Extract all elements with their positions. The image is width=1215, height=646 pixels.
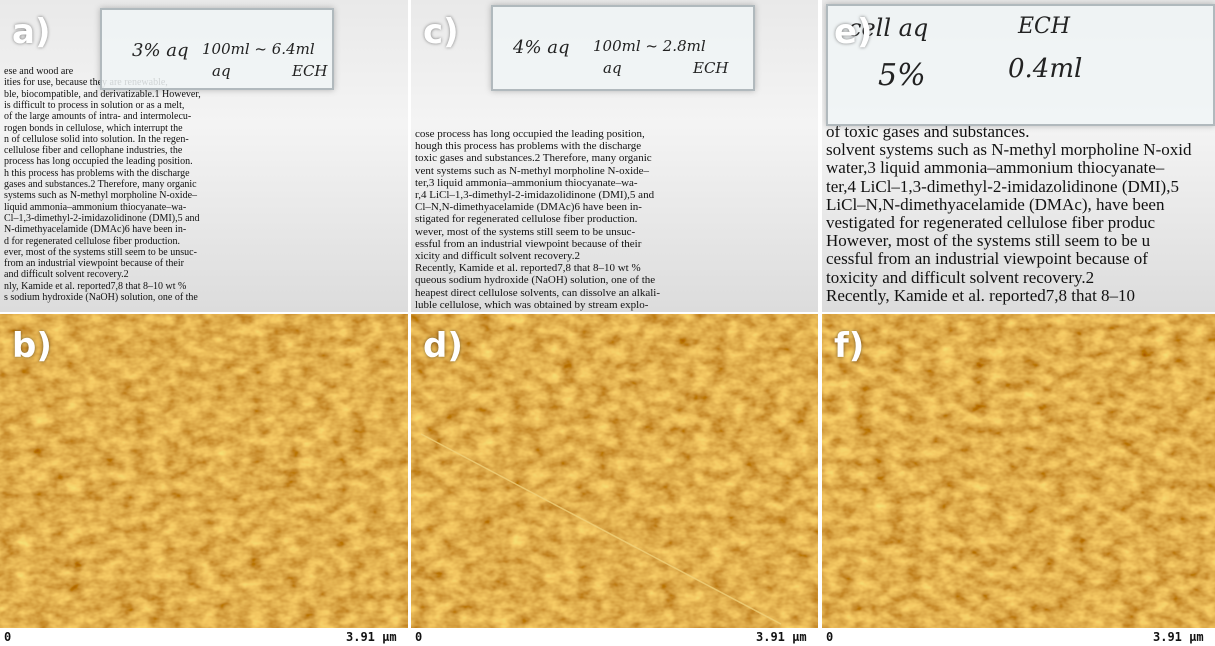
printed-text-line: liquid ammonia–ammonium thiocyanate–wa- bbox=[4, 202, 186, 213]
afm-panel: f) bbox=[822, 314, 1215, 628]
handwritten-note: aq bbox=[212, 62, 231, 80]
printed-text-line: Recently, Kamide et al. reported7,8 that… bbox=[415, 262, 641, 274]
scale-start: 0 bbox=[826, 630, 833, 644]
printed-text-line: of the large amounts of intra- and inter… bbox=[4, 111, 191, 122]
afm-panel: b) bbox=[0, 314, 408, 628]
printed-text-line: systems such as N-methyl morpholine N-ox… bbox=[4, 190, 197, 201]
printed-text-line: from an industrial viewpoint because of … bbox=[4, 258, 184, 269]
printed-text-line: queous sodium hydroxide (NaOH) solution,… bbox=[415, 274, 655, 286]
printed-text-line: However, most of the systems still seem … bbox=[826, 231, 1150, 251]
afm-image bbox=[0, 314, 408, 628]
scale-start: 0 bbox=[415, 630, 422, 644]
printed-text-line: is difficult to process in solution or a… bbox=[4, 100, 184, 111]
printed-text-line: nly, Kamide et al. reported7,8 that 8–10… bbox=[4, 281, 186, 292]
scale-end: 3.91 μm bbox=[756, 630, 807, 644]
printed-text-line: ese and wood are bbox=[4, 66, 73, 77]
panel-label: f) bbox=[834, 326, 864, 366]
afm-panel: d) bbox=[411, 314, 818, 628]
printed-text-line: xicity and difficult solvent recovery.2 bbox=[415, 250, 580, 262]
printed-text-line: luble cellulose, which was obtained by s… bbox=[415, 299, 648, 311]
handwritten-note: 3% aq bbox=[132, 40, 189, 61]
printed-text-line: cellulose fiber and cellophane industrie… bbox=[4, 145, 182, 156]
printed-text-line: s sodium hydroxide (NaOH) solution, one … bbox=[4, 292, 198, 303]
panel-label: b) bbox=[12, 326, 52, 366]
scale-end: 3.91 μm bbox=[346, 630, 397, 644]
handwritten-note: 100ml ~ 2.8ml bbox=[593, 37, 706, 55]
printed-text-line: d for regenerated cellulose fiber produc… bbox=[4, 236, 180, 247]
printed-text-line: toxicity and difficult solvent recovery.… bbox=[826, 268, 1094, 288]
panel-label: d) bbox=[423, 326, 463, 366]
panel-label: a) bbox=[12, 12, 50, 52]
handwritten-note: 5% bbox=[878, 58, 926, 93]
printed-text-line: vestigated for regenerated cellulose fib… bbox=[826, 213, 1155, 233]
printed-text-line: LiCl–N,N-dimethyacelamide (DMAc), have b… bbox=[826, 195, 1164, 215]
printed-text-line: cessful from an industrial viewpoint bec… bbox=[826, 249, 1148, 269]
photo-panel: cose process has long occupied the leadi… bbox=[411, 0, 818, 312]
printed-text-line: n of cellulose solid into solution. In t… bbox=[4, 134, 189, 145]
scale-start: 0 bbox=[4, 630, 11, 644]
handwritten-note: ECH bbox=[292, 62, 328, 80]
printed-text-line: toxic gases and substances.2 Therefore, … bbox=[415, 152, 652, 164]
photo-panel: of toxic gases and substances.solvent sy… bbox=[822, 0, 1215, 312]
printed-text-line: ter,3 liquid ammonia–ammonium thiocyanat… bbox=[415, 177, 638, 189]
scale-end: 3.91 μm bbox=[1153, 630, 1204, 644]
printed-text-line: water,3 liquid ammonia–ammonium thiocyan… bbox=[826, 158, 1164, 178]
printed-text-line: hough this process has problems with the… bbox=[415, 140, 641, 152]
printed-text-line: solvent systems such as N-methyl morphol… bbox=[826, 140, 1191, 160]
printed-text-line: ever, most of the systems still seem to … bbox=[4, 247, 197, 258]
printed-text-line: wever, most of the systems still seem to… bbox=[415, 226, 635, 238]
printed-text-line: r,4 LiCl–1,3-dimethyl-2-imidazolidinone … bbox=[415, 189, 654, 201]
printed-text-line: ble, biocompatible, and derivatizable.1 … bbox=[4, 89, 201, 100]
printed-text-line: Recently, Kamide et al. reported7,8 that… bbox=[826, 286, 1135, 306]
printed-text-line: Cl–N,N-dimethyacelamide (DMAc)6 have bee… bbox=[415, 201, 642, 213]
handwritten-note: 0.4ml bbox=[1008, 54, 1082, 84]
printed-text-line: vent systems such as N-methyl morpholine… bbox=[415, 165, 649, 177]
printed-text-line: rogen bonds in cellulose, which interrup… bbox=[4, 123, 183, 134]
handwritten-note: 100ml ~ 6.4ml bbox=[202, 40, 315, 58]
handwritten-note: ECH bbox=[1018, 14, 1070, 39]
printed-text-line: cose process has long occupied the leadi… bbox=[415, 128, 645, 140]
printed-text-line: essful from an industrial viewpoint beca… bbox=[415, 238, 641, 250]
glass-slide: 3% aq 100ml ~ 6.4ml aq ECH bbox=[100, 8, 334, 90]
handwritten-note: 4% aq bbox=[513, 37, 570, 58]
handwritten-note: aq bbox=[603, 59, 622, 77]
afm-image bbox=[822, 314, 1215, 628]
printed-text-line: stigated for regenerated cellulose fiber… bbox=[415, 213, 637, 225]
panel-label: e) bbox=[834, 12, 873, 52]
glass-slide: 4% aq 100ml ~ 2.8ml aq ECH bbox=[491, 5, 755, 91]
figure: {"panels":[ {"label":"a)","note":["3% aq… bbox=[0, 0, 1215, 646]
printed-text-line: h this process has problems with the dis… bbox=[4, 168, 190, 179]
printed-text-line: process has long occupied the leading po… bbox=[4, 156, 193, 167]
printed-text-line: and difficult solvent recovery.2 bbox=[4, 269, 129, 280]
handwritten-note: ECH bbox=[693, 59, 729, 77]
printed-text-line: heapest direct cellulose solvents, can d… bbox=[415, 287, 660, 299]
printed-text-line: ter,4 LiCl–1,3-dimethyl-2-imidazolidinon… bbox=[826, 177, 1179, 197]
printed-text-line: Cl–1,3-dimethyl-2-imidazolidinone (DMI),… bbox=[4, 213, 200, 224]
afm-image bbox=[411, 314, 818, 628]
panel-label: c) bbox=[423, 12, 459, 52]
printed-text-line: N-dimethyacelamide (DMAc)6 have been in- bbox=[4, 224, 186, 235]
printed-text-line: gases and substances.2 Therefore, many o… bbox=[4, 179, 197, 190]
